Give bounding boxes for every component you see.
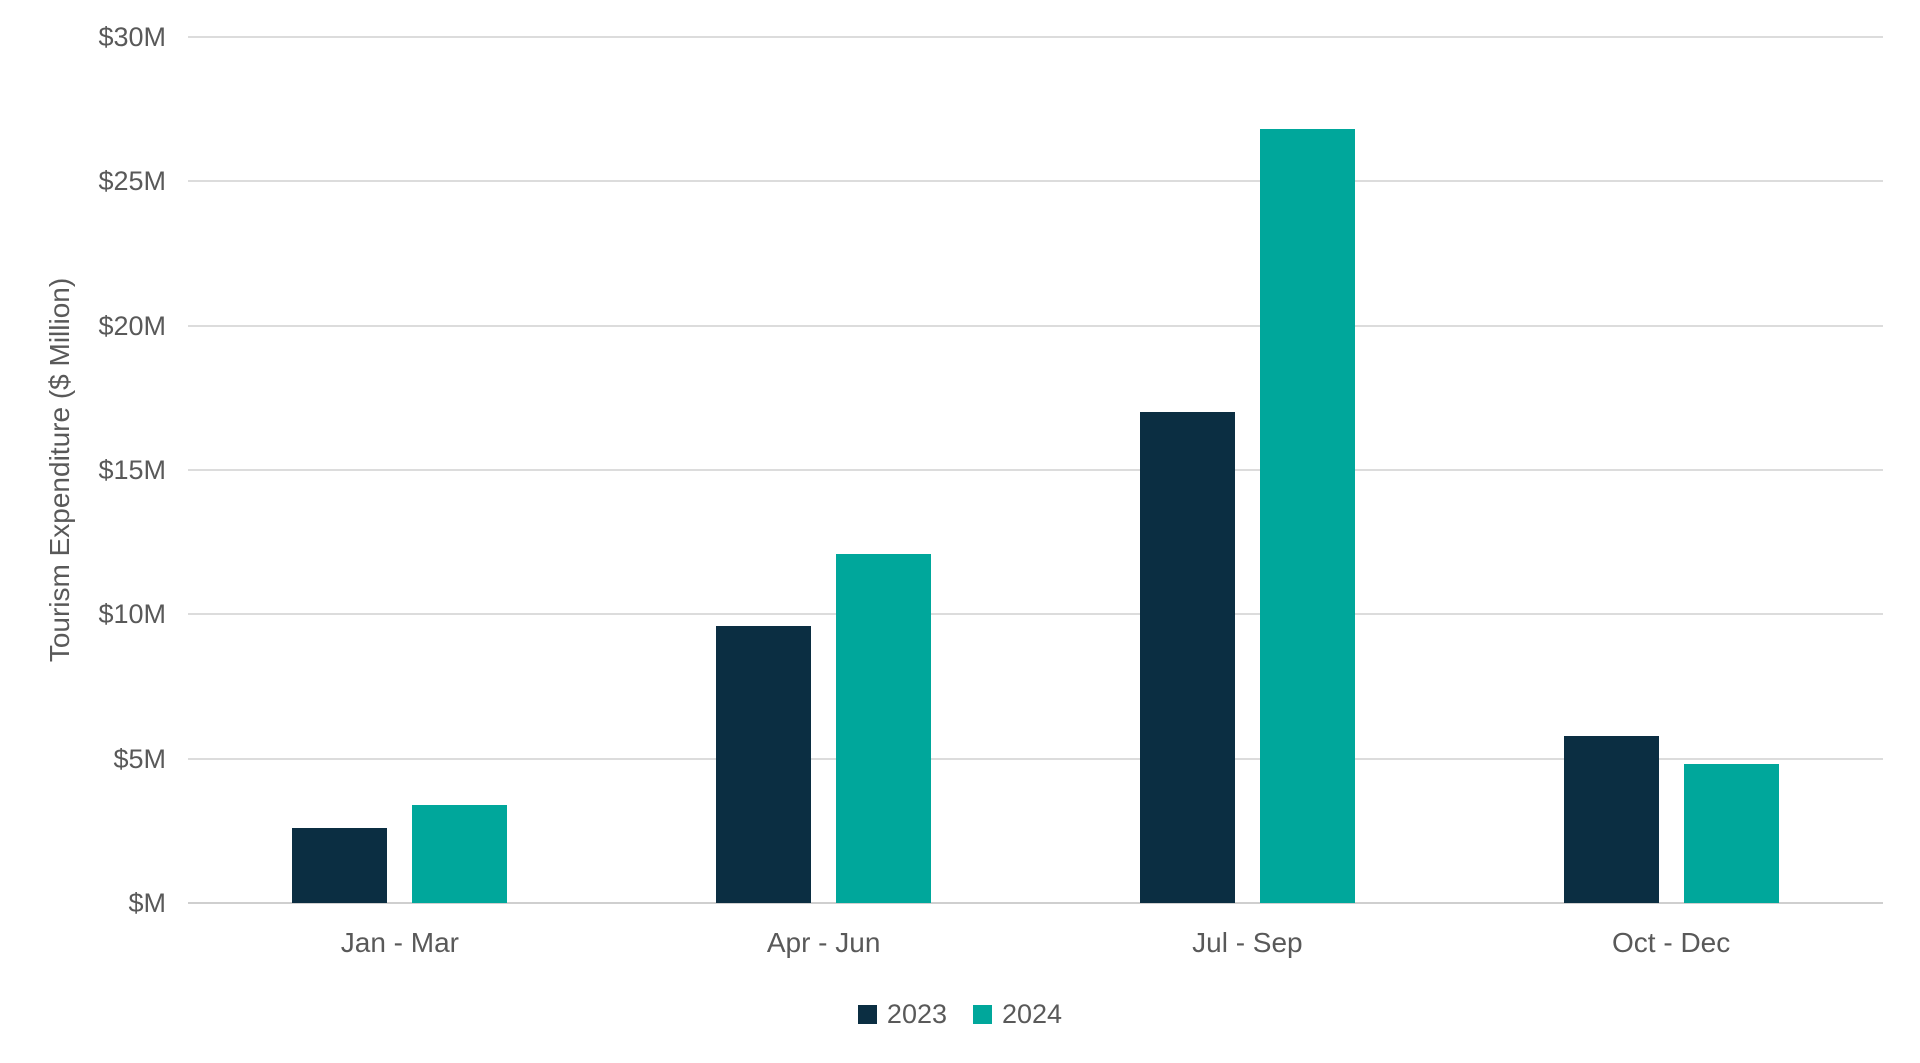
legend-item-2023: 2023 [857, 999, 947, 1030]
legend-label: 2023 [886, 999, 947, 1029]
gridline [188, 324, 1883, 327]
legend-label: 2024 [1002, 999, 1063, 1029]
x-category-label: Jul - Sep [1192, 927, 1303, 958]
x-category-label: Apr - Jun [766, 927, 881, 958]
y-tick-label: $M [128, 888, 166, 918]
y-tick-label: $30M [98, 22, 166, 52]
y-tick-label: $20M [98, 310, 166, 341]
gridline [188, 613, 1883, 616]
legend-swatch-2023 [857, 1005, 877, 1024]
y-tick-label: $15M [98, 455, 166, 485]
gridline [188, 180, 1883, 183]
bar-2023-jul-sep [1139, 412, 1235, 903]
bar-2024-jul-sep [1259, 129, 1355, 903]
plot-area [188, 36, 1883, 904]
x-category-label: Oct - Dec [1612, 927, 1731, 958]
bar-2023-oct-dec [1563, 735, 1659, 903]
bar-2024-oct-dec [1683, 764, 1779, 903]
gridline [188, 757, 1883, 760]
legend: 2023 2024 [0, 999, 1920, 1030]
y-tick-label: $5M [113, 743, 166, 774]
gridline [188, 36, 1883, 38]
bar-2024-apr-jun [836, 553, 932, 903]
bar-2024-jan-mar [412, 804, 508, 903]
y-tick-label: $25M [98, 166, 166, 197]
x-category-label: Jan - Mar [340, 927, 459, 958]
legend-swatch-2024 [973, 1005, 992, 1024]
gridline [188, 469, 1883, 471]
legend-item-2024: 2024 [973, 999, 1062, 1030]
bar-2023-apr-jun [716, 625, 812, 903]
bar-2023-jan-mar [292, 827, 388, 903]
x-axis-line [188, 902, 1883, 904]
y-tick-label: $10M [98, 599, 166, 630]
